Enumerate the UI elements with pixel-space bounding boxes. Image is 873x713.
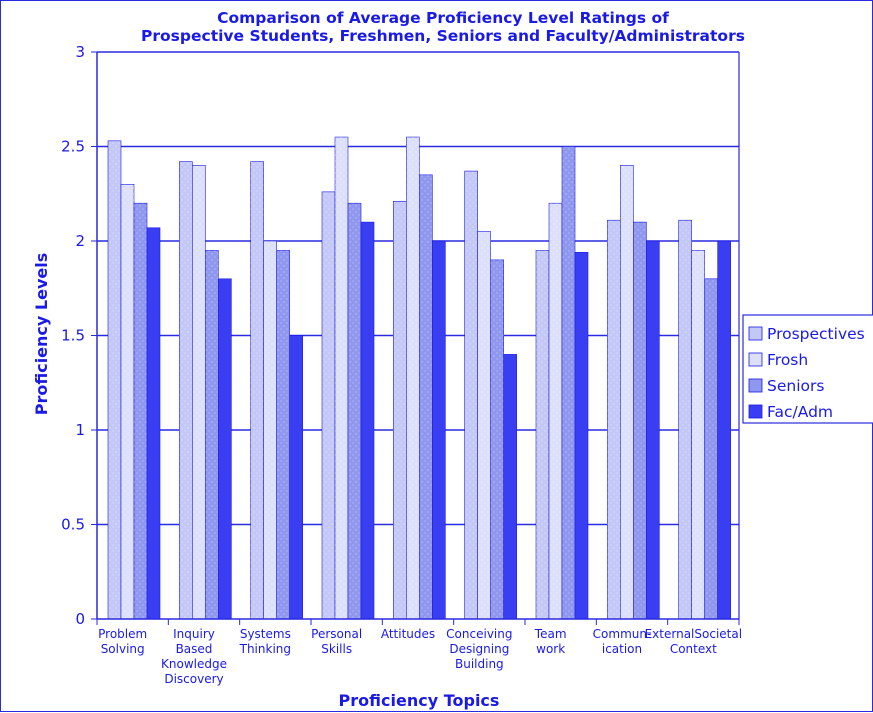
x-tick-label: Personal Skills bbox=[311, 627, 362, 656]
bar-fac-adm bbox=[360, 221, 375, 620]
x-tick-label-line: Discovery bbox=[164, 672, 223, 686]
x-tick-label-line: Attitudes bbox=[381, 627, 435, 641]
x-tick-label-line: Systems bbox=[240, 627, 291, 641]
x-tick-label-line: Skills bbox=[321, 642, 352, 656]
y-axis-title: Proficiency Levels bbox=[32, 253, 51, 416]
bar-texture bbox=[121, 184, 134, 620]
bar-fac-adm bbox=[146, 227, 161, 620]
bar-fac-adm bbox=[574, 252, 589, 620]
x-tick-label: Commun-ication bbox=[593, 627, 652, 656]
x-tick-label-line: Inquiry bbox=[173, 627, 215, 641]
bar-fac-adm bbox=[503, 354, 517, 620]
x-tick-label-line: work bbox=[536, 642, 565, 656]
bar-texture bbox=[108, 140, 121, 619]
bar-texture bbox=[477, 231, 491, 620]
bar-fac-adm bbox=[289, 335, 303, 620]
bar-texture bbox=[419, 174, 433, 619]
x-tick-label-line: Problem bbox=[98, 627, 147, 641]
x-tick-label-line: Team bbox=[534, 627, 567, 641]
legend-label: Seniors bbox=[767, 377, 824, 395]
x-tick-label: ExternalSocietal Context bbox=[645, 627, 742, 656]
y-tick-label: 0.5 bbox=[61, 516, 85, 534]
bar-texture bbox=[490, 259, 504, 619]
bar-texture bbox=[276, 250, 290, 619]
x-tick-label-line: Solving bbox=[101, 642, 145, 656]
bar-texture bbox=[549, 203, 562, 619]
bar-texture bbox=[464, 171, 478, 619]
y-tick-label: 3 bbox=[75, 43, 85, 61]
bar-texture bbox=[192, 165, 206, 619]
bar-texture bbox=[134, 203, 147, 619]
bar-fac-adm bbox=[432, 240, 446, 620]
bar-texture bbox=[406, 137, 420, 620]
x-tick-label-line: Commun- bbox=[593, 627, 652, 641]
bar-texture bbox=[691, 250, 705, 619]
bar-fac-adm bbox=[218, 278, 232, 620]
bar-texture bbox=[536, 250, 549, 619]
bar-texture bbox=[179, 161, 193, 619]
x-tick-labels: Problem Solving Inquiry Based Knowledge Disco… bbox=[98, 627, 742, 686]
bar-texture bbox=[263, 241, 277, 619]
chart-title-line: Prospective Students, Freshmen, Seniors … bbox=[141, 27, 745, 45]
legend-label: Frosh bbox=[767, 351, 808, 369]
bar-texture bbox=[348, 203, 361, 619]
chart-title-line: Comparison of Average Proficiency Level … bbox=[217, 9, 669, 27]
bar-texture bbox=[620, 165, 634, 619]
legend-swatch bbox=[748, 378, 763, 393]
y-tick-label: 1 bbox=[75, 421, 85, 439]
y-tick-labels: 0 0.5 1 1.5 2 2.5 3 bbox=[61, 43, 85, 628]
y-tick-label: 0 bbox=[75, 610, 85, 628]
legend-box bbox=[742, 314, 873, 424]
x-tick-label-line: ExternalSocietal bbox=[645, 627, 742, 641]
x-tick-label: Team work bbox=[534, 627, 567, 656]
bar-texture bbox=[205, 250, 219, 619]
bar-texture bbox=[335, 137, 348, 620]
y-tick-label: 2 bbox=[75, 232, 85, 250]
axes bbox=[96, 52, 740, 625]
bar-texture bbox=[607, 220, 621, 619]
bar-fac-adm bbox=[646, 240, 660, 620]
x-tick-label-line: Thinking bbox=[239, 642, 291, 656]
x-tick-label-line: Conceiving bbox=[446, 627, 512, 641]
x-axis-title: Proficiency Topics bbox=[339, 691, 500, 710]
bar-texture bbox=[678, 220, 692, 619]
legend-swatch bbox=[748, 326, 763, 341]
x-tick-label: Problem Solving bbox=[98, 627, 147, 656]
x-tick-label-line: Personal bbox=[311, 627, 362, 641]
x-tick-label-line: Context bbox=[670, 642, 717, 656]
legend-label: Fac/Adm bbox=[767, 403, 833, 421]
x-tick-label: Systems Thinking bbox=[239, 627, 291, 656]
legend-swatch bbox=[748, 404, 763, 419]
x-tick-label-line: Based bbox=[176, 642, 213, 656]
legend: Prospectives Frosh Seniors Fac/Adm bbox=[742, 314, 873, 424]
x-tick-label: Attitudes bbox=[381, 627, 435, 641]
bar-texture bbox=[322, 191, 335, 620]
legend-swatch bbox=[748, 352, 763, 367]
x-tick-label-line: Knowledge bbox=[161, 657, 227, 671]
bar-texture bbox=[250, 161, 264, 619]
x-tick-label: Inquiry Based Knowledge Discovery bbox=[161, 627, 227, 686]
chart-title: Comparison of Average Proficiency Level … bbox=[141, 9, 745, 45]
legend-label: Prospectives bbox=[767, 325, 865, 343]
bar-texture bbox=[562, 146, 575, 619]
y-tick-label: 2.5 bbox=[61, 138, 85, 156]
x-tick-label: Conceiving Designing Building bbox=[446, 627, 512, 671]
bar-texture bbox=[704, 278, 718, 619]
y-tick-label: 1.5 bbox=[61, 327, 85, 345]
bar-texture bbox=[393, 201, 407, 619]
x-tick-label-line: Designing bbox=[449, 642, 509, 656]
x-tick-label-line: Building bbox=[455, 657, 504, 671]
bar-texture bbox=[633, 222, 647, 619]
bar-fac-adm bbox=[717, 240, 731, 620]
x-tick-label-line: ication bbox=[602, 642, 642, 656]
